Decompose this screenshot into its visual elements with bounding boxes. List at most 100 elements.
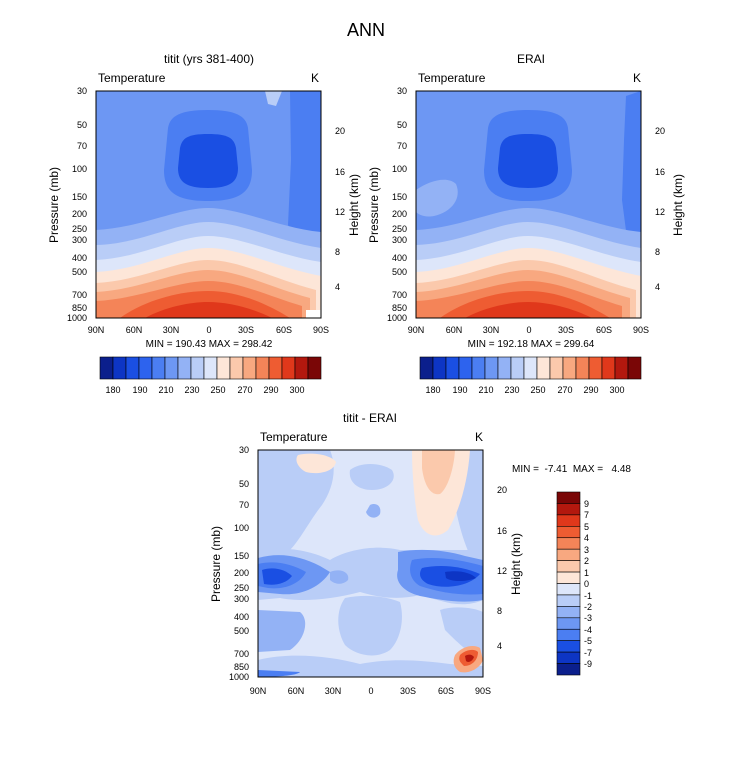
plot-frame [257, 449, 484, 678]
colorbar-swatch [556, 594, 581, 607]
y-tick-label: 250 [72, 224, 87, 234]
x-axis: 90N 60N 30N 0 30S 60S 90S [88, 325, 329, 335]
colorbar-label: 2 [584, 556, 589, 566]
y2-axis-title: Height (km) [671, 174, 685, 236]
y-tick-label: 850 [234, 662, 249, 672]
colorbar-label: 250 [530, 385, 545, 395]
y-tick-label: 500 [234, 626, 249, 636]
colorbar-swatch [151, 356, 166, 380]
y-tick-label: 850 [72, 303, 87, 313]
y-tick-label: 100 [72, 164, 87, 174]
y-tick-label: 30 [239, 445, 249, 455]
colorbar-swatch [627, 356, 642, 380]
colorbar: 180 190 210 230 250 270 290 300 [99, 356, 322, 395]
y-tick-label: 400 [234, 612, 249, 622]
colorbar-label: 1 [584, 568, 589, 578]
y-axis-title: Pressure (mb) [209, 526, 223, 602]
x-tick-label: 60S [276, 325, 292, 335]
x-tick-label: 30N [325, 686, 342, 696]
unit-label: K [311, 71, 319, 85]
colorbar: 9 7 5 4 3 2 1 0 -1 -2 -3 -4 -5 -7 -9 [556, 491, 592, 676]
y-tick-label: 200 [72, 209, 87, 219]
y2-axis-title: Height (km) [347, 174, 361, 236]
colorbar-swatch [164, 356, 179, 380]
colorbar-swatch [549, 356, 564, 380]
colorbar-label: -1 [584, 591, 592, 601]
y-tick-label: 300 [392, 235, 407, 245]
y2-tick-label: 16 [335, 167, 345, 177]
colorbar-swatch [601, 356, 616, 380]
y2-tick-label: 8 [497, 606, 502, 616]
min-max-stats: MIN = 192.18 MAX = 299.64 [468, 339, 595, 350]
colorbar-swatch [294, 356, 309, 380]
field-label: Temperature [418, 71, 486, 85]
colorbar-swatch [419, 356, 434, 380]
colorbar-label: -2 [584, 602, 592, 612]
y-tick-label: 150 [392, 192, 407, 202]
y2-axis: 20 16 12 8 4 [655, 126, 665, 292]
y2-tick-label: 4 [655, 282, 660, 292]
y-tick-label: 850 [392, 303, 407, 313]
colorbar-label: 300 [289, 385, 304, 395]
min-max-stats: MIN = 190.43 MAX = 298.42 [146, 339, 273, 350]
colorbar-swatch [556, 537, 581, 550]
colorbar-label: 290 [583, 385, 598, 395]
colorbar-swatch [556, 628, 581, 641]
y2-axis-title: Height (km) [509, 533, 523, 595]
unit-label: K [475, 430, 483, 444]
colorbar-label: 300 [609, 385, 624, 395]
x-axis: 90N 60N 30N 0 30S 60S 90S [250, 686, 491, 696]
colorbar-swatch [445, 356, 460, 380]
colorbar-label: -4 [584, 625, 592, 635]
colorbar-label: 180 [425, 385, 440, 395]
x-tick-label: 30N [163, 325, 180, 335]
colorbar-swatch [575, 356, 590, 380]
y-axis: 30 50 70 100 150 200 250 300 400 500 700… [67, 86, 87, 323]
x-tick-label: 0 [368, 686, 373, 696]
colorbar-label: 0 [584, 579, 589, 589]
y-tick-label: 70 [397, 141, 407, 151]
y-tick-label: 50 [77, 120, 87, 130]
y-tick-label: 200 [234, 568, 249, 578]
colorbar-label: 7 [584, 510, 589, 520]
colorbar-swatch [556, 503, 581, 516]
y2-tick-label: 16 [655, 167, 665, 177]
y-tick-label: 250 [392, 224, 407, 234]
colorbar-label: 230 [504, 385, 519, 395]
x-tick-label: 90S [633, 325, 649, 335]
y-tick-label: 700 [392, 290, 407, 300]
y-tick-label: 1000 [229, 672, 249, 682]
y-axis-title: Pressure (mb) [367, 167, 381, 243]
y-tick-label: 150 [234, 551, 249, 561]
y2-tick-label: 12 [335, 207, 345, 217]
y-axis: 30 50 70 100 150 200 250 300 400 500 700… [387, 86, 407, 323]
colorbar-label: 210 [158, 385, 173, 395]
colorbar-swatch [556, 548, 581, 561]
colorbar-swatch [190, 356, 205, 380]
field-label: Temperature [260, 430, 328, 444]
y2-tick-label: 20 [655, 126, 665, 136]
colorbar-swatch [229, 356, 244, 380]
panel-title: titit (yrs 381-400) [164, 52, 254, 66]
colorbar-swatch [216, 356, 231, 380]
colorbar-swatch [99, 356, 114, 380]
x-tick-label: 60S [438, 686, 454, 696]
figure-title: ANN [347, 20, 385, 40]
y-tick-label: 500 [392, 267, 407, 277]
colorbar-swatch [510, 356, 525, 380]
colorbar-swatch [556, 617, 581, 630]
y-tick-label: 700 [72, 290, 87, 300]
x-tick-label: 90S [313, 325, 329, 335]
y-tick-label: 700 [234, 649, 249, 659]
colorbar-swatch [556, 651, 581, 664]
colorbar-swatch [255, 356, 270, 380]
plot-frame [95, 90, 322, 319]
contour-field [258, 450, 483, 677]
x-tick-label: 0 [526, 325, 531, 335]
y2-tick-label: 4 [335, 282, 340, 292]
y2-tick-label: 16 [497, 526, 507, 536]
min-max-stats: MIN = -7.41 MAX = 4.48 [512, 464, 631, 475]
colorbar: 180 190 210 230 250 270 290 300 [419, 356, 642, 395]
colorbar-label: 290 [263, 385, 278, 395]
